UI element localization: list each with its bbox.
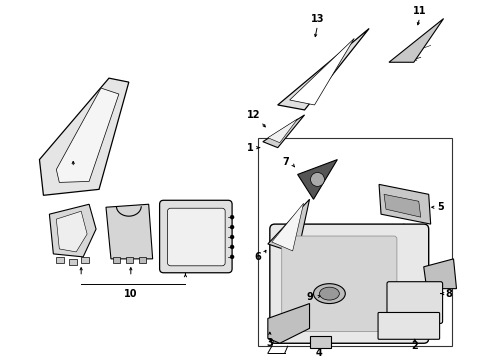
Circle shape [230,215,234,219]
Polygon shape [40,78,129,195]
Text: 9: 9 [306,292,313,302]
Text: 3: 3 [267,338,273,348]
Text: 4: 4 [316,348,323,358]
Polygon shape [263,115,305,148]
Circle shape [230,225,234,229]
Circle shape [311,172,324,186]
Text: 7: 7 [282,157,289,167]
Text: 1: 1 [246,143,253,153]
Polygon shape [272,203,304,251]
Bar [81,257,89,263]
FancyBboxPatch shape [378,312,440,339]
Bar [139,257,146,263]
Bar [69,259,77,265]
Polygon shape [268,303,310,343]
Text: 10: 10 [124,289,138,298]
Bar [310,336,331,348]
Circle shape [230,255,234,259]
Bar [126,257,133,263]
Polygon shape [106,204,153,259]
Text: 2: 2 [412,341,418,351]
Circle shape [230,245,234,249]
FancyBboxPatch shape [168,208,225,266]
FancyBboxPatch shape [160,200,232,273]
Ellipse shape [314,284,345,303]
Polygon shape [384,194,421,217]
Polygon shape [56,211,87,252]
Polygon shape [268,119,297,143]
Text: 12: 12 [247,110,261,120]
Polygon shape [379,184,431,224]
Ellipse shape [319,287,340,300]
Text: 5: 5 [437,202,444,212]
Text: 13: 13 [311,14,324,23]
Polygon shape [424,259,457,289]
Text: 8: 8 [445,289,452,298]
Polygon shape [49,204,96,257]
Text: 6: 6 [254,252,261,262]
Polygon shape [268,199,310,254]
Polygon shape [389,19,443,62]
Bar [113,257,120,263]
FancyBboxPatch shape [387,282,442,323]
Bar [258,138,451,346]
FancyBboxPatch shape [270,224,429,343]
Bar [56,257,64,263]
FancyBboxPatch shape [282,236,397,331]
Circle shape [230,235,234,239]
Polygon shape [297,159,337,199]
Polygon shape [56,88,119,183]
Text: 11: 11 [413,6,426,15]
Polygon shape [278,28,369,110]
Polygon shape [290,39,354,105]
